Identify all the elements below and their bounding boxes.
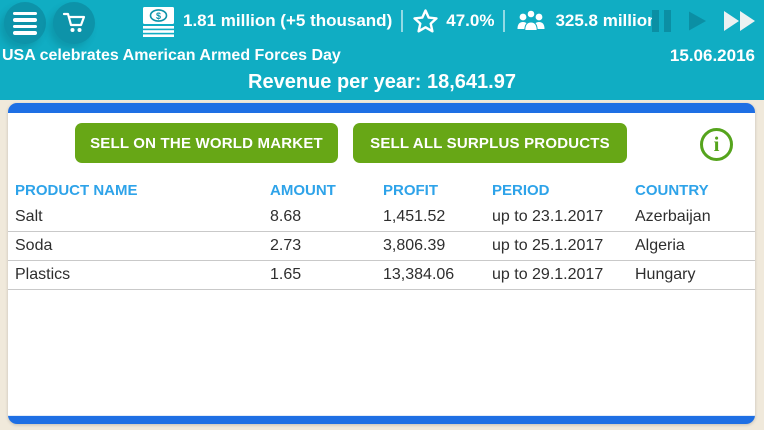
cell-period: up to 25.1.2017: [492, 237, 604, 254]
info-button[interactable]: i: [700, 128, 733, 161]
svg-text:$: $: [156, 11, 161, 21]
population-value: 325.8 million: [555, 11, 658, 30]
news-ticker: USA celebrates American Armed Forces Day: [2, 47, 341, 64]
hamburger-icon: [13, 11, 37, 35]
cell-profit: 13,384.06: [383, 266, 455, 283]
play-icon: [689, 11, 706, 31]
cell-profit: 1,451.52: [383, 208, 446, 225]
top-hud-bar: $ 1.81 million (+5 thousand) 47.0% 325.8…: [0, 0, 764, 100]
cell-product: Soda: [15, 237, 53, 254]
divider: [503, 10, 506, 32]
cell-country: Azerbaijan: [635, 208, 711, 225]
cell-product: Salt: [15, 208, 43, 225]
rating-value: 47.0%: [446, 11, 495, 30]
panel-body: SELL ON THE WORLD MARKET SELL ALL SURPLU…: [8, 113, 755, 415]
menu-button[interactable]: [4, 2, 46, 44]
cell-country: Hungary: [635, 266, 696, 283]
population-icon: [517, 9, 545, 31]
cell-period: up to 23.1.2017: [492, 208, 604, 225]
money-icon: $: [143, 6, 174, 37]
cell-period: up to 29.1.2017: [492, 266, 604, 283]
cell-product: Plastics: [15, 266, 71, 283]
hud-stats: $ 1.81 million (+5 thousand) 47.0% 325.8…: [142, 0, 657, 42]
cell-amount: 8.68: [270, 208, 302, 225]
info-icon: i: [713, 132, 720, 156]
shop-button[interactable]: [53, 2, 95, 44]
cart-icon: [62, 12, 86, 32]
col-product-name: PRODUCT NAME: [15, 182, 138, 199]
cell-amount: 1.65: [270, 266, 302, 283]
divider: [401, 10, 404, 32]
fast-forward-button[interactable]: [723, 9, 758, 33]
rating-star-icon: [413, 8, 438, 32]
table-row[interactable]: Soda 2.73 3,806.39 up to 25.1.2017 Alger…: [8, 232, 755, 261]
panel-top-border: [8, 103, 755, 113]
cell-country: Algeria: [635, 237, 685, 254]
fast-forward-icon: [724, 11, 755, 31]
col-period: PERIOD: [492, 182, 550, 199]
game-date: 15.06.2016: [669, 46, 755, 65]
col-amount: AMOUNT: [270, 182, 336, 199]
cell-profit: 3,806.39: [383, 237, 446, 254]
time-controls: [652, 0, 758, 42]
table-row[interactable]: Plastics 1.65 13,384.06 up to 29.1.2017 …: [8, 261, 755, 290]
play-button[interactable]: [686, 10, 708, 32]
trade-deals-table: PRODUCT NAME AMOUNT PROFIT PERIOD COUNTR…: [8, 178, 755, 290]
col-country: COUNTRY: [635, 182, 709, 199]
cell-amount: 2.73: [270, 237, 302, 254]
table-header-row: PRODUCT NAME AMOUNT PROFIT PERIOD COUNTR…: [8, 178, 755, 203]
panel-bottom-border: [8, 415, 755, 424]
sell-all-surplus-button[interactable]: SELL ALL SURPLUS PRODUCTS: [353, 123, 627, 163]
col-profit: PROFIT: [383, 182, 438, 199]
money-value: 1.81 million (+5 thousand): [183, 11, 393, 30]
pause-icon: [652, 10, 659, 32]
sell-world-market-button[interactable]: SELL ON THE WORLD MARKET: [75, 123, 338, 163]
table-row[interactable]: Salt 8.68 1,451.52 up to 23.1.2017 Azerb…: [8, 203, 755, 232]
world-market-panel: SELL ON THE WORLD MARKET SELL ALL SURPLU…: [8, 103, 755, 424]
pause-button[interactable]: [652, 10, 671, 32]
revenue-per-year: Revenue per year: 18,641.97: [248, 71, 516, 93]
market-actions: SELL ON THE WORLD MARKET SELL ALL SURPLU…: [8, 113, 755, 163]
